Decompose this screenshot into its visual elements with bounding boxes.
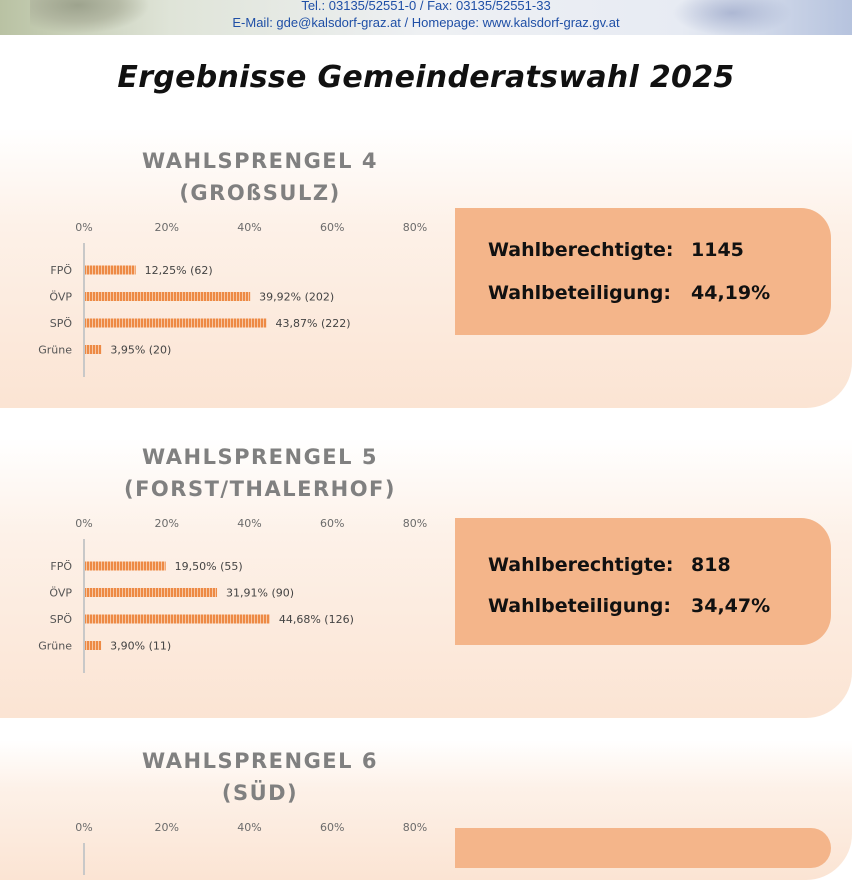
- bar: [85, 641, 102, 650]
- category-label: Grüne: [38, 344, 72, 357]
- x-tick-label: 80%: [403, 821, 427, 834]
- eligible-value: 1145: [691, 239, 744, 261]
- x-tick-label: 60%: [320, 517, 344, 530]
- bar: [85, 265, 136, 275]
- x-tick-label: 40%: [237, 517, 261, 530]
- x-tick-label: 40%: [237, 821, 261, 834]
- x-tick-label: 0%: [75, 821, 92, 834]
- category-label: ÖVP: [49, 291, 72, 304]
- info-box-4: Wahlberechtigte: 1145 Wahlbeteiligung: 4…: [455, 208, 831, 335]
- section-title-line1: WAHLSPRENGEL 4: [142, 149, 378, 173]
- turnout-value: 44,19%: [691, 282, 771, 304]
- data-label: 12,25% (62): [145, 264, 213, 277]
- eligible-voters-row: Wahlberechtigte: 818: [488, 554, 731, 576]
- x-tick-label: 0%: [75, 221, 92, 234]
- data-label: 31,91% (90): [226, 587, 294, 600]
- bar: [85, 588, 218, 597]
- data-label: 39,92% (202): [259, 291, 334, 304]
- info-box-6: [455, 828, 831, 868]
- bar-chart-6: 0% 20% 40% 60% 80%: [75, 821, 427, 875]
- info-box-5: Wahlberechtigte: 818 Wahlbeteiligung: 34…: [455, 518, 831, 645]
- section-title-line2: (SÜD): [221, 781, 299, 805]
- page-title: Ergebnisse Gemeinderatswahl 2025: [117, 60, 735, 95]
- data-label: 19,50% (55): [175, 560, 243, 573]
- section-title-5: WAHLSPRENGEL 5 (FORST/THALERHOF): [60, 441, 460, 505]
- section-title-line1: WAHLSPRENGEL 6: [142, 749, 378, 773]
- bar-chart-4: 0% 20% 40% 60% 80% FPÖ 12,25% (62) ÖVP 39,92% (2…: [38, 221, 427, 377]
- eligible-voters-row: Wahlberechtigte: 1145: [488, 239, 744, 261]
- turnout-label: Wahlbeteiligung:: [488, 282, 671, 304]
- turnout-row: Wahlbeteiligung: 34,47%: [488, 595, 770, 617]
- x-tick-label: 20%: [155, 517, 179, 530]
- category-label: FPÖ: [50, 264, 72, 277]
- bar-chart-5: 0% 20% 40% 60% 80% FPÖ 19,50% (55) ÖVP 31,91% (9…: [38, 517, 427, 673]
- data-label: 43,87% (222): [276, 317, 351, 330]
- eligible-value: 818: [691, 554, 731, 576]
- bar: [85, 614, 270, 624]
- x-tick-label: 20%: [155, 821, 179, 834]
- section-title-line1: WAHLSPRENGEL 5: [142, 445, 378, 469]
- section-title-6: WAHLSPRENGEL 6 (SÜD): [60, 745, 460, 809]
- coat-of-arms-image: [30, 0, 150, 34]
- section-title-4: WAHLSPRENGEL 4 (GROßSULZ): [60, 145, 460, 209]
- bar: [85, 345, 102, 354]
- category-label: FPÖ: [50, 560, 72, 573]
- turnout-label: Wahlbeteiligung:: [488, 595, 671, 617]
- bar: [85, 318, 267, 328]
- category-label: ÖVP: [49, 587, 72, 600]
- turnout-value: 34,47%: [691, 595, 771, 617]
- category-label: SPÖ: [50, 613, 73, 626]
- category-label: SPÖ: [50, 317, 73, 330]
- web-contact-line: E-Mail: gde@kalsdorf-graz.at / Homepage:…: [232, 15, 620, 30]
- x-tick-label: 40%: [237, 221, 261, 234]
- x-tick-label: 80%: [403, 517, 427, 530]
- bar: [85, 561, 166, 571]
- x-tick-label: 60%: [320, 821, 344, 834]
- x-tick-label: 60%: [320, 221, 344, 234]
- page-header: Tel.: 03135/52551-0 / Fax: 03135/52551-3…: [0, 0, 852, 35]
- eligible-label: Wahlberechtigte:: [488, 239, 674, 261]
- contact-line: Tel.: 03135/52551-0 / Fax: 03135/52551-3…: [301, 0, 551, 13]
- data-label: 44,68% (126): [279, 613, 354, 626]
- x-tick-label: 0%: [75, 517, 92, 530]
- eligible-label: Wahlberechtigte:: [488, 554, 674, 576]
- bar: [85, 292, 251, 301]
- section-title-line2: (GROßSULZ): [179, 181, 341, 205]
- x-tick-label: 20%: [155, 221, 179, 234]
- header-decoration-image: [672, 0, 792, 35]
- data-label: 3,95% (20): [110, 344, 171, 357]
- data-label: 3,90% (11): [110, 640, 171, 653]
- x-tick-label: 80%: [403, 221, 427, 234]
- section-title-line2: (FORST/THALERHOF): [123, 477, 396, 501]
- category-label: Grüne: [38, 640, 72, 653]
- turnout-row: Wahlbeteiligung: 44,19%: [488, 282, 770, 304]
